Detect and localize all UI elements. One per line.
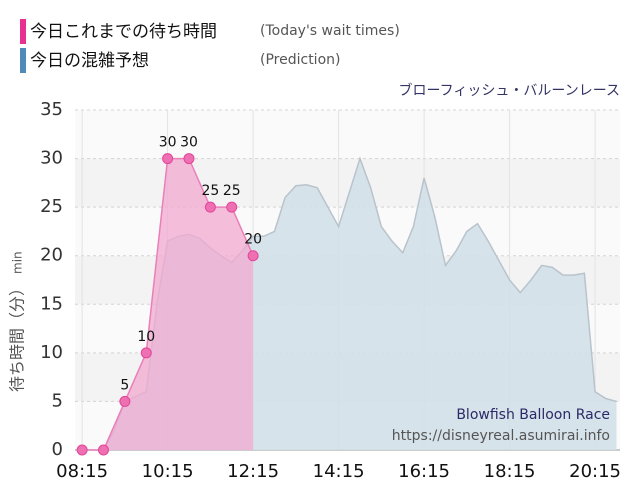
value-label: 10 [137, 329, 155, 345]
y-axis-label: 待ち時間（分） [8, 280, 27, 392]
y-tick-label: 25 [40, 196, 63, 217]
annotation: https://disneyreal.asumirai.info [392, 428, 610, 444]
legend-label: 今日これまでの待ち時間 [30, 22, 217, 42]
legend-label: 今日の混雑予想 [30, 51, 149, 71]
y-tick-label: 10 [40, 342, 63, 363]
value-label: 30 [180, 135, 198, 151]
series-area [82, 158, 254, 451]
y-axis-label-group: 待ち時間（分） min [8, 251, 27, 392]
data-point [162, 153, 174, 165]
legend-swatch [20, 48, 26, 73]
value-label: 5 [120, 377, 129, 393]
x-tick-label: 16:15 [398, 461, 450, 482]
y-tick-label: 5 [52, 390, 63, 411]
value-label: 20 [244, 232, 262, 248]
value-label: 30 [159, 135, 177, 151]
annotation: Blowfish Balloon Race [456, 407, 610, 423]
x-tick-label: 18:15 [484, 461, 536, 482]
legend-note: (Prediction) [260, 52, 340, 68]
y-axis-unit: min [11, 251, 25, 274]
x-tick-label: 12:15 [227, 461, 279, 482]
y-tick-label: 15 [40, 293, 63, 314]
x-tick-label: 20:15 [569, 461, 621, 482]
value-label: 25 [223, 183, 241, 199]
y-tick-label: 35 [40, 99, 63, 120]
plot-band [75, 110, 620, 159]
legend-swatch [20, 19, 26, 44]
data-point [140, 347, 152, 359]
x-tick-label: 14:15 [313, 461, 365, 482]
value-label: 25 [201, 183, 219, 199]
data-point [226, 201, 238, 213]
data-point [119, 395, 131, 407]
data-point [183, 153, 195, 165]
data-point [97, 444, 109, 456]
y-tick-label: 20 [40, 245, 63, 266]
y-tick-label: 30 [40, 148, 63, 169]
chart-subtitle: ブローフィッシュ・バルーンレース [399, 82, 620, 99]
x-tick-label: 10:15 [142, 461, 194, 482]
y-tick-label: 0 [52, 439, 63, 460]
data-point [247, 250, 259, 262]
data-point [76, 444, 88, 456]
legend-note: (Today's wait times) [260, 23, 400, 39]
x-tick-label: 08:15 [56, 461, 108, 482]
data-point [204, 201, 216, 213]
